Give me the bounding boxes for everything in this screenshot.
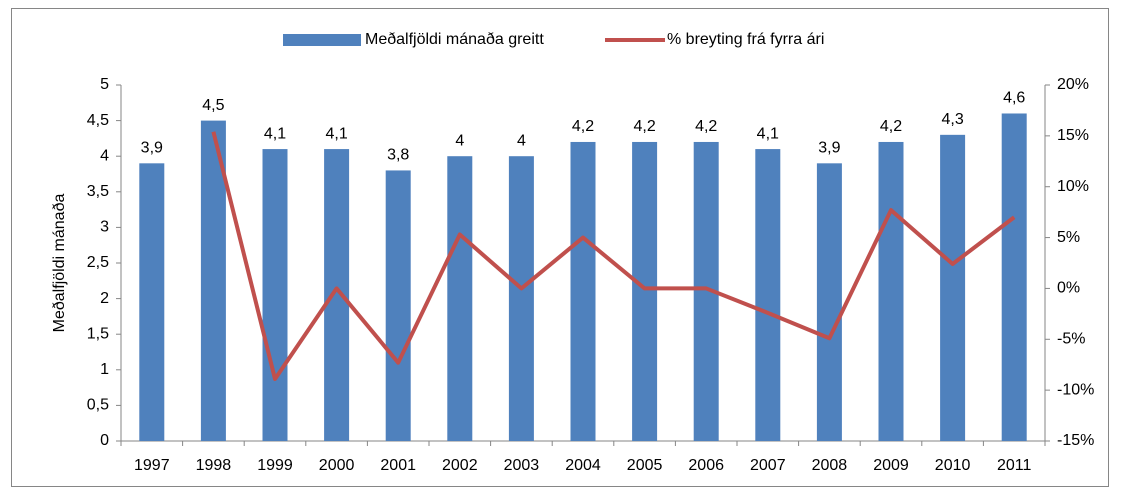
bar bbox=[755, 149, 781, 441]
y-tick-label: 3,5 bbox=[87, 183, 109, 200]
x-tick-label: 2002 bbox=[442, 457, 478, 474]
x-tick-label: 1997 bbox=[134, 457, 170, 474]
x-tick-label: 2004 bbox=[565, 457, 601, 474]
data-label: 4,3 bbox=[941, 111, 963, 128]
legend-swatch bbox=[283, 34, 361, 46]
y-tick-label: 1 bbox=[100, 361, 109, 378]
y2-tick-label: 20% bbox=[1057, 76, 1089, 93]
bar bbox=[940, 134, 966, 441]
data-label: 4,1 bbox=[757, 125, 779, 142]
y-tick-label: 1,5 bbox=[87, 325, 109, 342]
bar bbox=[508, 156, 534, 441]
y2-tick-label: 0% bbox=[1057, 280, 1080, 297]
y-tick-label: 3 bbox=[100, 219, 109, 236]
y-tick-label: 0,5 bbox=[87, 397, 109, 414]
data-label: 4,2 bbox=[633, 118, 655, 135]
y-tick-label: 0 bbox=[100, 432, 109, 449]
y2-tick-label: -5% bbox=[1057, 331, 1085, 348]
y-axis-title: Meðalfjöldi mánaða bbox=[51, 194, 68, 333]
bar bbox=[385, 170, 411, 441]
x-tick-label: 2007 bbox=[750, 457, 786, 474]
y2-tick-label: 5% bbox=[1057, 229, 1080, 246]
bar bbox=[632, 141, 658, 441]
line bbox=[211, 131, 1016, 381]
bar bbox=[570, 141, 596, 441]
y-tick-label: 4,5 bbox=[87, 112, 109, 129]
data-label: 3,9 bbox=[818, 140, 840, 157]
legend-label: Meðalfjöldi mánaða greitt bbox=[365, 31, 544, 48]
x-tick-label: 2003 bbox=[504, 457, 540, 474]
data-label: 4,2 bbox=[572, 118, 594, 135]
x-tick-label: 2005 bbox=[627, 457, 663, 474]
y-tick-label: 2 bbox=[100, 290, 109, 307]
x-tick-label: 2000 bbox=[319, 457, 355, 474]
y2-tick-label: 15% bbox=[1057, 127, 1089, 144]
data-label: 3,8 bbox=[387, 147, 409, 164]
bar bbox=[200, 120, 226, 441]
data-label: 4,1 bbox=[325, 125, 347, 142]
bar bbox=[262, 149, 288, 441]
bar bbox=[1001, 113, 1027, 441]
x-tick-label: 2006 bbox=[688, 457, 724, 474]
bar bbox=[878, 141, 904, 441]
data-label: 4,2 bbox=[880, 118, 902, 135]
y-tick-label: 5 bbox=[100, 76, 109, 93]
data-label: 4 bbox=[455, 132, 464, 149]
x-tick-label: 1998 bbox=[196, 457, 232, 474]
x-tick-label: 2008 bbox=[812, 457, 848, 474]
data-label: 4,6 bbox=[1003, 90, 1025, 107]
bar bbox=[816, 163, 842, 441]
x-tick-label: 2001 bbox=[380, 457, 416, 474]
data-label: 4,2 bbox=[695, 118, 717, 135]
x-tick-label: 2009 bbox=[873, 457, 909, 474]
legend-label: % breyting frá fyrra ári bbox=[667, 31, 824, 48]
x-tick-label: 2011 bbox=[997, 457, 1032, 474]
bar bbox=[447, 156, 473, 441]
data-label: 4,1 bbox=[264, 125, 286, 142]
chart-frame bbox=[11, 8, 1109, 487]
data-label: 4 bbox=[517, 132, 526, 149]
y-tick-label: 4 bbox=[100, 147, 109, 164]
x-tick-label: 2010 bbox=[935, 457, 971, 474]
data-label: 3,9 bbox=[141, 140, 163, 157]
y2-tick-label: -15% bbox=[1057, 432, 1094, 449]
y2-tick-label: -10% bbox=[1057, 381, 1094, 398]
bar bbox=[324, 149, 350, 441]
y-tick-label: 2,5 bbox=[87, 254, 109, 271]
x-tick-label: 1999 bbox=[257, 457, 293, 474]
data-label: 4,5 bbox=[202, 97, 224, 114]
bar bbox=[139, 163, 165, 441]
y2-tick-label: 10% bbox=[1057, 178, 1089, 195]
